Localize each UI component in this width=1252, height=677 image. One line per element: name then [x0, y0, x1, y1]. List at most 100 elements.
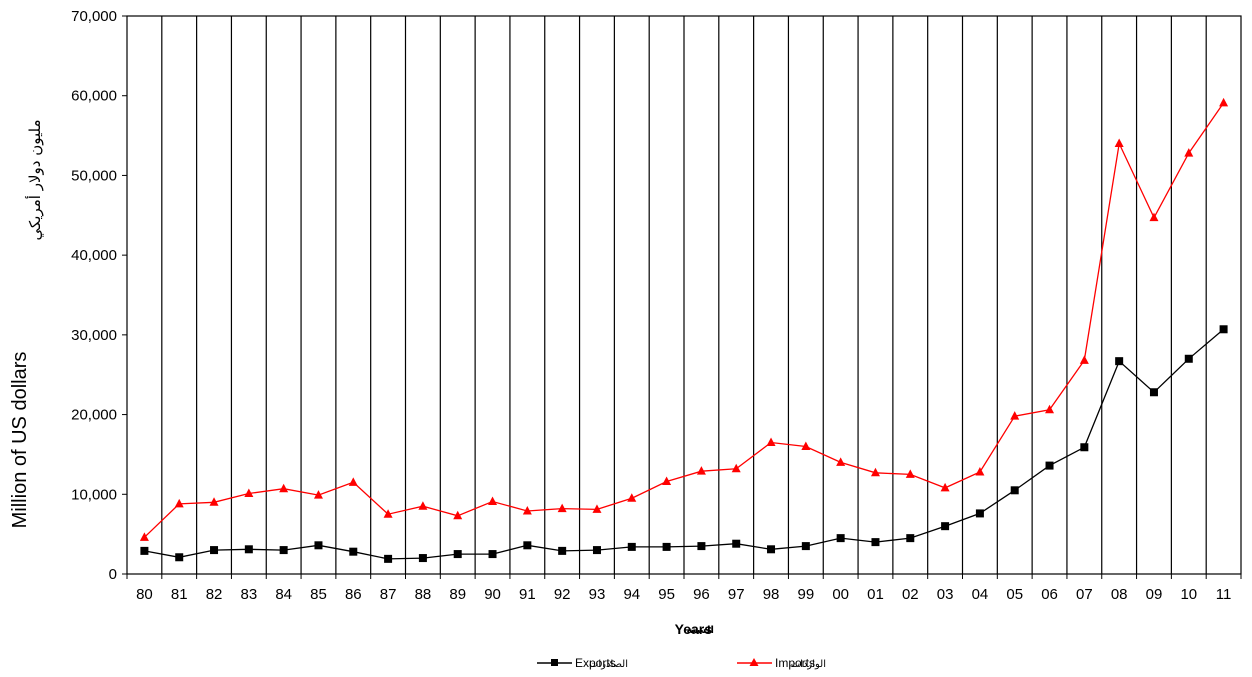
- x-tick-label: 82: [206, 586, 223, 603]
- data-point-exports: [1219, 325, 1228, 334]
- data-point-imports: [836, 457, 846, 466]
- y-axis-ticks: 0 10,000 20,000 30,000 40,000 50,000 60,000 70,…: [71, 8, 127, 583]
- data-point-imports: [870, 467, 880, 477]
- data-point-imports: [313, 490, 323, 499]
- x-axis-label-ar: السنة: [686, 625, 714, 636]
- data-point-exports: [175, 553, 184, 562]
- x-tick-label: 99: [798, 586, 815, 603]
- data-point-exports: [801, 542, 810, 551]
- data-point-imports: [766, 437, 776, 446]
- data-point-exports: [523, 541, 532, 550]
- x-tick-label: 04: [972, 586, 989, 603]
- data-point-exports: [627, 542, 636, 551]
- y-tick-label: 20,000: [71, 407, 117, 424]
- data-point-exports: [244, 545, 253, 554]
- data-point-exports: [210, 546, 219, 555]
- x-tick-label: 90: [484, 586, 501, 603]
- x-tick-label: 86: [345, 586, 362, 603]
- data-point-imports: [1114, 138, 1124, 148]
- y-axis-label-ar: مليون دولار أمريكي: [25, 120, 45, 241]
- x-tick-label: 96: [693, 586, 710, 603]
- data-point-exports: [941, 522, 950, 531]
- data-point-exports: [836, 534, 845, 543]
- data-point-imports: [696, 466, 706, 475]
- data-point-exports: [140, 546, 149, 555]
- y-tick-label: 50,000: [71, 167, 117, 184]
- x-tick-label: 10: [1180, 586, 1197, 603]
- x-tick-label: 88: [415, 586, 432, 603]
- x-tick-label: 00: [832, 586, 849, 603]
- data-point-imports: [1010, 411, 1020, 420]
- data-point-exports: [558, 546, 567, 555]
- data-point-imports: [279, 483, 289, 493]
- y-tick-label: 40,000: [71, 247, 117, 264]
- data-point-exports: [1045, 461, 1054, 470]
- data-point-imports: [174, 498, 184, 508]
- data-point-exports: [488, 550, 497, 559]
- x-axis-label: Years: [675, 621, 713, 637]
- series-line-imports: [143, 102, 1225, 538]
- legend-imports-label-ar: الواردات: [791, 659, 826, 670]
- series-line-exports: [144, 328, 1225, 560]
- data-point-exports: [453, 550, 462, 559]
- y-tick-label: 0: [109, 566, 117, 583]
- x-tick-label: 01: [867, 586, 884, 603]
- data-point-imports: [905, 469, 915, 478]
- data-point-imports: [1045, 404, 1055, 414]
- x-tick-label: 98: [763, 586, 780, 603]
- grid: [126, 15, 1242, 575]
- data-point-imports: [940, 482, 950, 492]
- data-point-exports: [384, 554, 393, 563]
- legend: Exports الصادرات Imports الواردات: [537, 656, 826, 670]
- data-point-exports: [1149, 388, 1158, 397]
- data-point-exports: [1184, 354, 1193, 363]
- data-point-imports: [383, 509, 393, 518]
- data-point-imports: [975, 466, 985, 476]
- x-tick-label: 94: [623, 586, 640, 603]
- x-tick-label: 07: [1076, 586, 1093, 603]
- x-tick-label: 85: [310, 586, 327, 603]
- x-tick-label: 09: [1146, 586, 1163, 603]
- x-tick-label: 97: [728, 586, 745, 603]
- data-point-exports: [592, 546, 601, 555]
- data-point-exports: [767, 545, 776, 554]
- data-point-imports: [731, 463, 741, 473]
- series-layer: [139, 97, 1229, 563]
- data-point-exports: [418, 554, 427, 563]
- data-point-imports: [592, 504, 602, 513]
- x-tick-label: 81: [171, 586, 188, 603]
- y-axis-label: Million of US dollars: [9, 352, 31, 529]
- data-point-imports: [801, 441, 811, 450]
- data-point-imports: [348, 477, 358, 486]
- data-point-exports: [697, 542, 706, 551]
- x-tick-label: 95: [658, 586, 675, 603]
- data-point-imports: [488, 496, 498, 505]
- y-tick-label: 60,000: [71, 88, 117, 105]
- x-tick-label: 91: [519, 586, 536, 603]
- data-point-exports: [1115, 357, 1124, 366]
- x-tick-label: 05: [1006, 586, 1023, 603]
- data-point-exports: [871, 538, 880, 547]
- data-point-exports: [1010, 486, 1019, 495]
- legend-imports-label: Imports: [775, 656, 815, 670]
- x-axis-ticks: 80 81 82 83 84 85 86 87 88 89 90 91 92 93 94 95 96 97 98 99…: [126, 574, 1242, 603]
- data-point-exports: [732, 539, 741, 548]
- x-tick-label: 83: [241, 586, 258, 603]
- legend-imports-marker: [749, 658, 759, 666]
- data-point-imports: [453, 510, 463, 520]
- legend-exports-label: Exports: [575, 656, 616, 670]
- x-tick-label: 02: [902, 586, 919, 603]
- x-tick-label: 06: [1041, 586, 1058, 603]
- data-point-imports: [1079, 355, 1089, 364]
- data-point-exports: [906, 534, 915, 543]
- data-point-imports: [1149, 212, 1159, 222]
- data-point-imports: [522, 506, 532, 515]
- legend-exports-marker: [551, 659, 558, 666]
- x-tick-label: 03: [937, 586, 954, 603]
- data-point-exports: [1080, 443, 1089, 452]
- data-point-imports: [1184, 148, 1194, 157]
- data-point-exports: [349, 547, 358, 556]
- data-point-imports: [557, 503, 567, 513]
- x-tick-label: 80: [136, 586, 153, 603]
